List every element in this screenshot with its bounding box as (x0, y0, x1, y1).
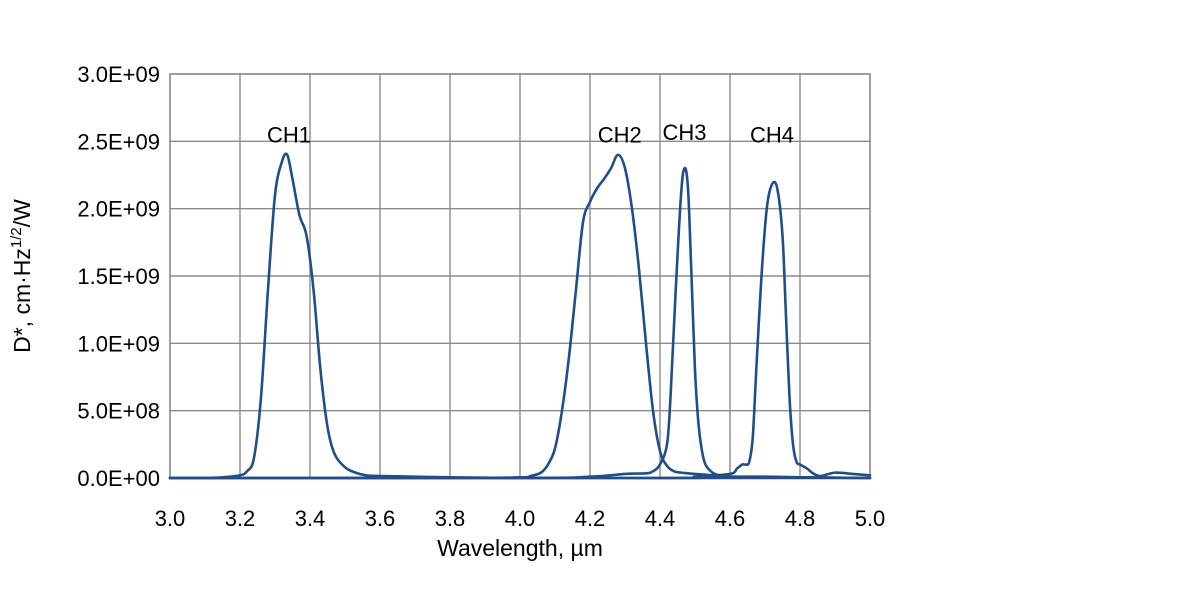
x-tick-label: 4.2 (575, 506, 606, 531)
series-label-ch4: CH4 (750, 123, 794, 148)
x-tick-label: 5.0 (855, 506, 886, 531)
series-line-ch2 (168, 153, 872, 480)
x-tick-label: 3.4 (295, 506, 326, 531)
series-label-ch3: CH3 (662, 120, 706, 145)
x-tick-label: 3.6 (365, 506, 396, 531)
x-tick-label: 3.2 (225, 506, 256, 531)
series-line-ch4 (168, 180, 872, 480)
series-label-ch1: CH1 (267, 123, 311, 148)
y-axis-title-prefix: D*, cm·Hz (9, 248, 35, 353)
y-tick-label: 3.0E+09 (77, 62, 160, 87)
y-tick-label: 2.5E+09 (77, 129, 160, 154)
x-tick-label: 4.4 (645, 506, 676, 531)
x-axis-title: Wavelength, µm (437, 535, 603, 561)
x-tick-label: 4.0 (505, 506, 536, 531)
y-tick-label: 1.5E+09 (77, 264, 160, 289)
y-tick-label: 2.0E+09 (77, 197, 160, 222)
y-tick-label: 5.0E+08 (77, 399, 160, 424)
series-lines (168, 152, 872, 480)
series-label-ch2: CH2 (598, 123, 642, 148)
y-axis-title-suffix: /W (9, 199, 35, 227)
y-tick-label: 0.0E+00 (77, 466, 160, 491)
y-tick-label: 1.0E+09 (77, 331, 160, 356)
y-axis-title: D*, cm·Hz1/2/W (8, 199, 35, 353)
x-tick-label: 4.6 (715, 506, 746, 531)
y-axis-tick-labels: 0.0E+00 5.0E+08 1.0E+09 1.5E+09 2.0E+09 2.5E+… (77, 62, 160, 491)
x-tick-label: 3.0 (155, 506, 186, 531)
x-axis-tick-labels: 3.0 3.2 3.4 3.6 3.8 4.0 4.2 4.4 4.6 4.8 5.0 (155, 506, 886, 531)
x-tick-label: 4.8 (785, 506, 816, 531)
x-tick-label: 3.8 (435, 506, 466, 531)
series-labels: CH1 CH2 CH3 CH4 (267, 120, 794, 148)
y-axis-title-superscript: 1/2 (8, 227, 25, 248)
